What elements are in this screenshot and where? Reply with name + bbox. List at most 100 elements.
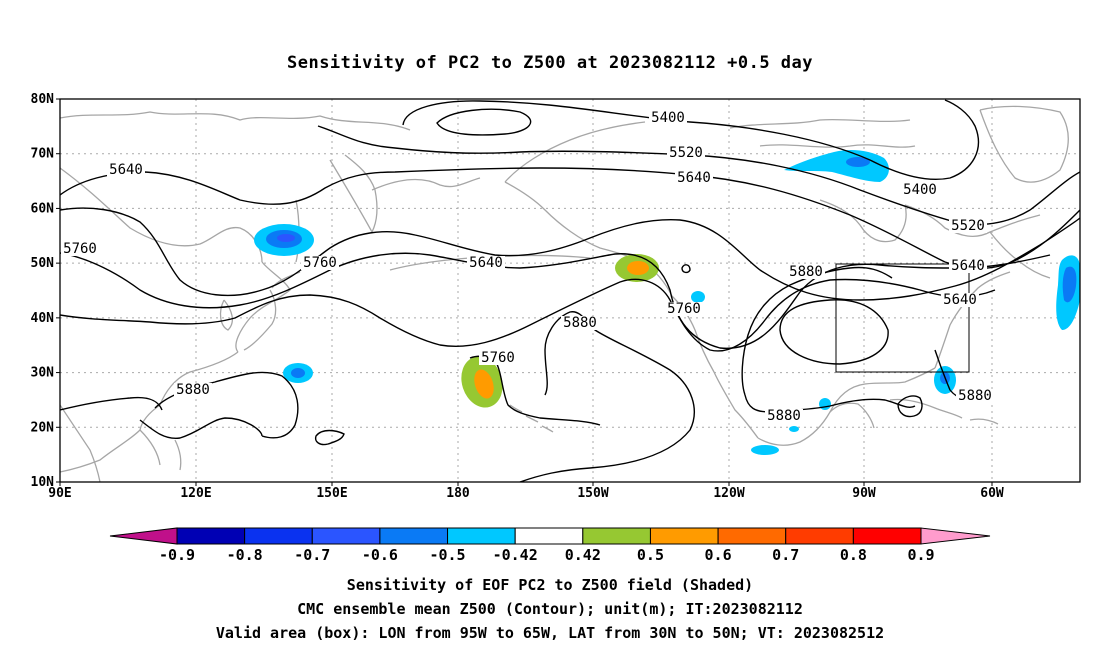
colorbar-segment <box>514 527 584 545</box>
colorbar-segment <box>852 527 922 545</box>
contour-label-bg <box>787 265 825 279</box>
contour-label: 5760 <box>303 255 337 271</box>
contour-label: 5880 <box>563 315 597 331</box>
colorbar-segment <box>649 527 719 545</box>
contour-label-bg <box>174 383 212 397</box>
lat-tick-label: 30N <box>31 366 55 381</box>
contour-5880-mid <box>519 311 695 482</box>
lon-tick-label: 180 <box>446 486 470 501</box>
colorbar-segment <box>176 527 246 545</box>
contour-label-bg <box>949 259 987 273</box>
contour-label: 5880 <box>958 388 992 404</box>
contour-label-bg <box>667 146 705 160</box>
map-frame <box>59 98 1081 483</box>
contour-label: 5640 <box>943 292 977 308</box>
lon-tick-label: 90W <box>852 486 876 501</box>
colorbar-over-triangle <box>920 527 991 545</box>
footer-line-2: CMC ensemble mean Z500 (Contour); unit(m… <box>297 600 803 618</box>
contour-label-bg <box>561 316 599 330</box>
lon-tick-label: 90E <box>48 486 71 501</box>
contour-label: 5640 <box>109 162 143 178</box>
chart-title: Sensitivity of PC2 to Z500 at 2023082112… <box>287 53 813 73</box>
negative-anomaly-atlantic <box>1056 255 1080 330</box>
contour-label: 5520 <box>669 145 703 161</box>
contour-label: 5760 <box>481 350 515 366</box>
lon-tick-label: 150E <box>316 486 347 501</box>
contour-label: 5640 <box>677 170 711 186</box>
contour-label: 5880 <box>176 382 210 398</box>
colorbar-label: 0.42 <box>565 546 601 564</box>
colorbar-segment <box>311 527 381 545</box>
lon-tick-label: 120E <box>180 486 211 501</box>
contour-5880-bermuda <box>897 395 923 418</box>
contour-label: 5760 <box>667 301 701 317</box>
contour-5880-closed <box>779 299 889 365</box>
negative-anomaly-hudson <box>784 150 889 182</box>
negative-anomaly-japan <box>283 363 313 383</box>
contour-label-bg <box>765 409 803 423</box>
contour-5520 <box>317 125 1080 225</box>
colorbar-segment <box>447 527 516 545</box>
contour-label-bg <box>61 242 99 256</box>
colorbar-label: 0.5 <box>637 546 664 564</box>
lon-tick-label: 120W <box>713 486 744 501</box>
map-panel: 5400 5520 5640 5400 5640 5520 5760 5640 5760 5640… <box>59 98 1081 483</box>
contour-label-bg <box>956 389 994 403</box>
contour-5880-lower <box>139 417 263 439</box>
lat-tick-label: 50N <box>31 256 55 271</box>
footer-line-1: Sensitivity of EOF PC2 to Z500 field (Sh… <box>347 576 753 594</box>
footer-line-3: Valid area (box): LON from 95W to 65W, L… <box>216 624 884 642</box>
contour-label-bg <box>949 219 987 233</box>
contour-small-closed <box>681 264 691 274</box>
colorbar-label: -0.6 <box>362 546 398 564</box>
contour-label-bg <box>479 351 517 365</box>
contour-label-bg <box>941 293 979 307</box>
colorbar-label: -0.5 <box>429 546 465 564</box>
contour-label-bg <box>675 171 713 185</box>
colorbar: -0.9 -0.8 -0.7 -0.6 -0.5 -0.42 0.42 0.5 0.6 0.7 0.… <box>109 527 991 564</box>
colorbar-label: 0.9 <box>907 546 934 564</box>
map-background <box>60 99 1080 482</box>
contour-label-bg <box>107 163 145 177</box>
colorbar-label: 0.8 <box>840 546 867 564</box>
contour-5640-mid <box>60 252 1051 349</box>
contour-5760 <box>60 278 996 352</box>
contour-5880-ne <box>741 266 893 396</box>
lat-tick-label: 60N <box>31 201 55 216</box>
colorbar-segment <box>244 527 313 545</box>
contour-5880-small-loop <box>314 429 345 446</box>
colorbar-label: 0.6 <box>705 546 732 564</box>
colorbar-label: 0.7 <box>772 546 799 564</box>
lat-tick-label: 10N <box>31 475 55 490</box>
colorbar-segment <box>582 527 651 545</box>
contour-5640-north <box>60 167 1080 269</box>
contour-labels: 5400 5520 5640 5400 5640 5520 5760 5640 5760 5640… <box>61 110 994 424</box>
contour-5880-west <box>60 396 163 411</box>
valid-area-box <box>835 263 970 373</box>
contour-label: 5400 <box>903 182 937 198</box>
contour-label: 5880 <box>767 408 801 424</box>
lon-tick-label: 150W <box>577 486 608 501</box>
contour-label-bg <box>901 183 939 197</box>
contour-5880-gulf <box>744 394 916 413</box>
latitude-axis: 80N 70N 60N 50N 40N 30N 20N 10N <box>31 92 60 490</box>
contour-label: 5640 <box>951 258 985 274</box>
sensitivity-shading <box>254 150 1080 455</box>
contour-label-bg <box>665 302 703 316</box>
contour-label-bg <box>301 256 339 270</box>
contour-label: 5520 <box>951 218 985 234</box>
z500-contours <box>60 99 1080 482</box>
colorbar-segment <box>785 527 854 545</box>
contour-5400-closed <box>436 108 532 136</box>
contour-label-bg <box>649 111 687 125</box>
lat-tick-label: 40N <box>31 311 55 326</box>
colorbar-label: -0.8 <box>227 546 263 564</box>
negative-anomaly-kamchatka <box>254 224 314 256</box>
colorbar-label: -0.7 <box>294 546 330 564</box>
colorbar-segment <box>379 527 449 545</box>
contour-label: 5640 <box>469 255 503 271</box>
lon-tick-label: 60W <box>980 486 1004 501</box>
colorbar-label: -0.42 <box>493 546 538 564</box>
contour-5400 <box>402 99 980 181</box>
